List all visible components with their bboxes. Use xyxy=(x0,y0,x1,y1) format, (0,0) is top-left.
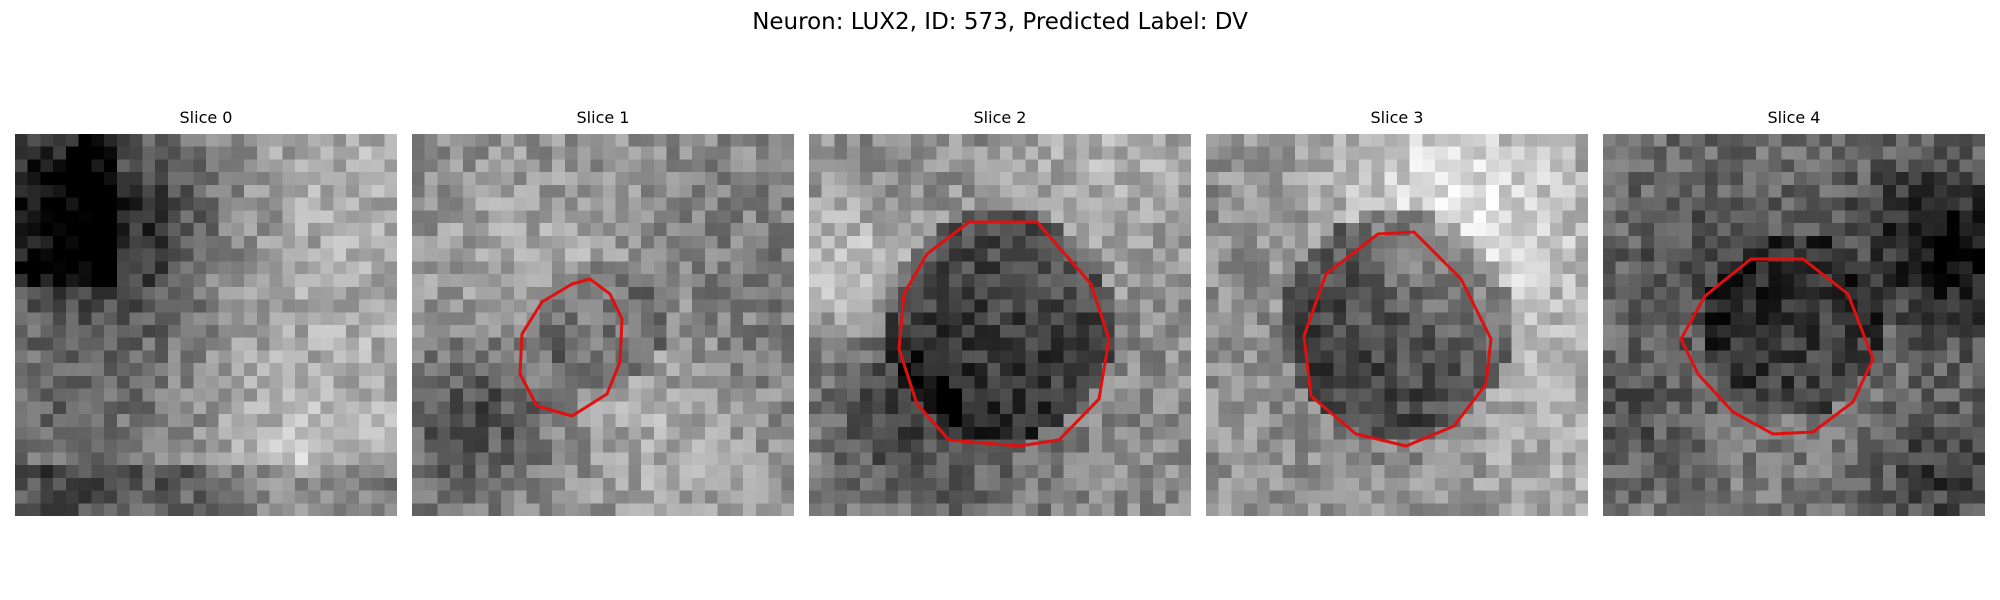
slice-image xyxy=(1603,134,1985,516)
figure-title: Neuron: LUX2, ID: 573, Predicted Label: … xyxy=(752,9,1248,35)
slice-image xyxy=(15,134,397,516)
slice-title: Slice 1 xyxy=(576,108,630,127)
slice-title: Slice 0 xyxy=(179,108,233,127)
slice-panel-1: Slice 1 xyxy=(412,106,794,516)
slice-image xyxy=(1206,134,1588,516)
slice-image xyxy=(809,134,1191,516)
slice-panel-2: Slice 2 xyxy=(809,106,1191,516)
slice-panel-4: Slice 4 xyxy=(1603,106,1985,516)
slice-title: Slice 3 xyxy=(1370,108,1424,127)
slice-panel-0: Slice 0 xyxy=(15,106,397,516)
slice-image xyxy=(412,134,794,516)
slice-panel-3: Slice 3 xyxy=(1206,106,1588,516)
slice-title: Slice 4 xyxy=(1767,108,1821,127)
slice-title: Slice 2 xyxy=(973,108,1027,127)
